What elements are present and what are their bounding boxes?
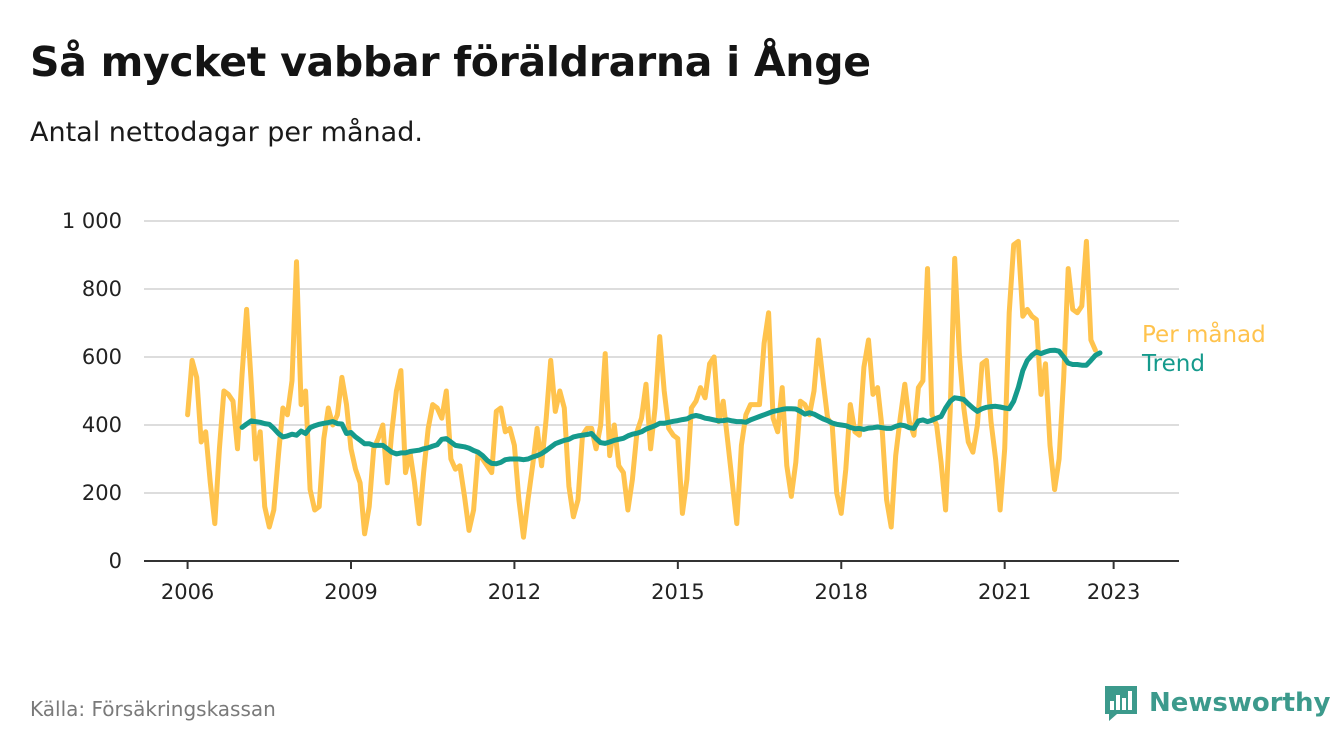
x-tick-label: 2023 (1087, 580, 1140, 604)
series-line-trend (239, 347, 1103, 467)
bar-chart-speech-bubble-icon (1105, 686, 1137, 721)
brand-name: Newsworthy (1149, 688, 1331, 718)
y-tick-label: 0 (109, 549, 122, 573)
x-tick-label: 2015 (651, 580, 704, 604)
x-axis-ticks: 2006 2009 2012 2015 2018 2021 2023 (161, 561, 1140, 604)
series-line-per-manad (185, 238, 1098, 540)
x-tick-label: 2021 (978, 580, 1031, 604)
chart-title: Så mycket vabbar föräldrarna i Ånge (30, 38, 871, 86)
y-tick-label: 400 (82, 413, 122, 437)
x-tick-label: 2006 (161, 580, 214, 604)
y-tick-label: 200 (82, 481, 122, 505)
series-lines (185, 238, 1103, 540)
chart-subtitle: Antal nettodagar per månad. (30, 117, 423, 148)
y-tick-label: 800 (82, 277, 122, 301)
legend-label-per-manad: Per månad (1142, 320, 1266, 348)
x-tick-label: 2009 (324, 580, 377, 604)
y-tick-label: 600 (82, 345, 122, 369)
brand-logo: Newsworthy (1103, 684, 1330, 722)
source-note: Källa: Försäkringskassan (30, 697, 276, 721)
x-tick-label: 2018 (815, 580, 868, 604)
y-axis-ticks: 0 200 400 600 800 1 000 (62, 209, 122, 573)
legend-label-trend: Trend (1141, 351, 1205, 377)
x-tick-label: 2012 (488, 580, 541, 604)
legend: Per månad Trend (1141, 320, 1266, 377)
y-tick-label: 1 000 (62, 209, 122, 233)
